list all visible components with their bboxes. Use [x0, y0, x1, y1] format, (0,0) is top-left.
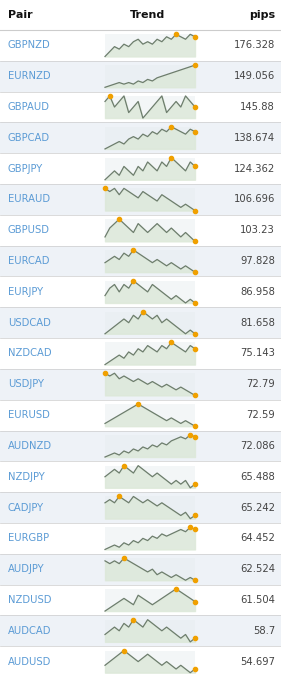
Bar: [0, 91, 281, 123]
Bar: [0, 492, 281, 523]
Bar: [0, 123, 281, 153]
Bar: [105, 188, 195, 211]
Bar: [105, 619, 195, 642]
Bar: [105, 558, 195, 580]
Bar: [105, 466, 195, 488]
Text: 72.79: 72.79: [246, 379, 275, 389]
Bar: [105, 651, 195, 673]
Text: GBPNZD: GBPNZD: [8, 41, 51, 50]
Bar: [0, 523, 281, 554]
Text: 106.696: 106.696: [234, 194, 275, 204]
Text: GBPCAD: GBPCAD: [8, 133, 50, 143]
Bar: [105, 219, 195, 242]
Text: EURAUD: EURAUD: [8, 194, 50, 204]
Text: AUDCAD: AUDCAD: [8, 626, 51, 636]
Bar: [105, 343, 195, 365]
Bar: [105, 127, 195, 149]
Text: NZDCAD: NZDCAD: [8, 349, 52, 359]
Text: NZDUSD: NZDUSD: [8, 595, 51, 605]
Bar: [0, 215, 281, 246]
Bar: [0, 338, 281, 369]
Text: 72.59: 72.59: [246, 410, 275, 420]
Text: 138.674: 138.674: [234, 133, 275, 143]
Text: 72.086: 72.086: [240, 441, 275, 451]
Bar: [0, 184, 281, 215]
Text: 145.88: 145.88: [240, 102, 275, 112]
Bar: [105, 589, 195, 611]
Text: Pair: Pair: [8, 10, 33, 20]
Bar: [0, 554, 281, 584]
Text: 64.452: 64.452: [240, 533, 275, 544]
Text: GBPAUD: GBPAUD: [8, 102, 50, 112]
Bar: [0, 399, 281, 431]
Text: EURGBP: EURGBP: [8, 533, 49, 544]
Bar: [105, 527, 195, 550]
Text: AUDNZD: AUDNZD: [8, 441, 52, 451]
Text: pips: pips: [249, 10, 275, 20]
Text: 65.242: 65.242: [240, 502, 275, 512]
Text: 65.488: 65.488: [240, 472, 275, 482]
Text: NZDJPY: NZDJPY: [8, 472, 45, 482]
Bar: [105, 96, 195, 118]
Text: GBPUSD: GBPUSD: [8, 225, 50, 236]
Bar: [0, 431, 281, 461]
Text: USDJPY: USDJPY: [8, 379, 44, 389]
Text: EURJPY: EURJPY: [8, 287, 43, 297]
Bar: [105, 65, 195, 87]
Text: EURCAD: EURCAD: [8, 256, 49, 266]
Bar: [105, 496, 195, 519]
Bar: [0, 153, 281, 184]
Bar: [105, 158, 195, 179]
Bar: [0, 615, 281, 646]
Text: GBPJPY: GBPJPY: [8, 164, 43, 173]
Text: USDCAD: USDCAD: [8, 318, 51, 328]
Text: EURUSD: EURUSD: [8, 410, 50, 420]
Text: 62.524: 62.524: [240, 564, 275, 574]
Text: AUDJPY: AUDJPY: [8, 564, 45, 574]
Bar: [0, 246, 281, 276]
Bar: [105, 35, 195, 56]
Text: 149.056: 149.056: [234, 71, 275, 81]
Text: 61.504: 61.504: [240, 595, 275, 605]
Bar: [105, 250, 195, 272]
Bar: [0, 30, 281, 61]
Text: 176.328: 176.328: [234, 41, 275, 50]
Bar: [0, 276, 281, 307]
Bar: [105, 311, 195, 334]
Text: 103.23: 103.23: [240, 225, 275, 236]
Text: 54.697: 54.697: [240, 657, 275, 667]
Bar: [0, 646, 281, 677]
Text: Trend: Trend: [130, 10, 166, 20]
Bar: [105, 404, 195, 427]
Bar: [0, 61, 281, 91]
Bar: [105, 373, 195, 395]
Text: 124.362: 124.362: [234, 164, 275, 173]
Text: AUDUSD: AUDUSD: [8, 657, 51, 667]
Text: 86.958: 86.958: [240, 287, 275, 297]
Bar: [105, 435, 195, 457]
Bar: [0, 584, 281, 615]
Bar: [0, 307, 281, 338]
Text: CADJPY: CADJPY: [8, 502, 44, 512]
Text: 58.7: 58.7: [253, 626, 275, 636]
Bar: [0, 461, 281, 492]
Text: 75.143: 75.143: [240, 349, 275, 359]
Text: EURNZD: EURNZD: [8, 71, 51, 81]
Text: 81.658: 81.658: [240, 318, 275, 328]
Bar: [0, 369, 281, 399]
Text: 97.828: 97.828: [240, 256, 275, 266]
Bar: [105, 281, 195, 303]
